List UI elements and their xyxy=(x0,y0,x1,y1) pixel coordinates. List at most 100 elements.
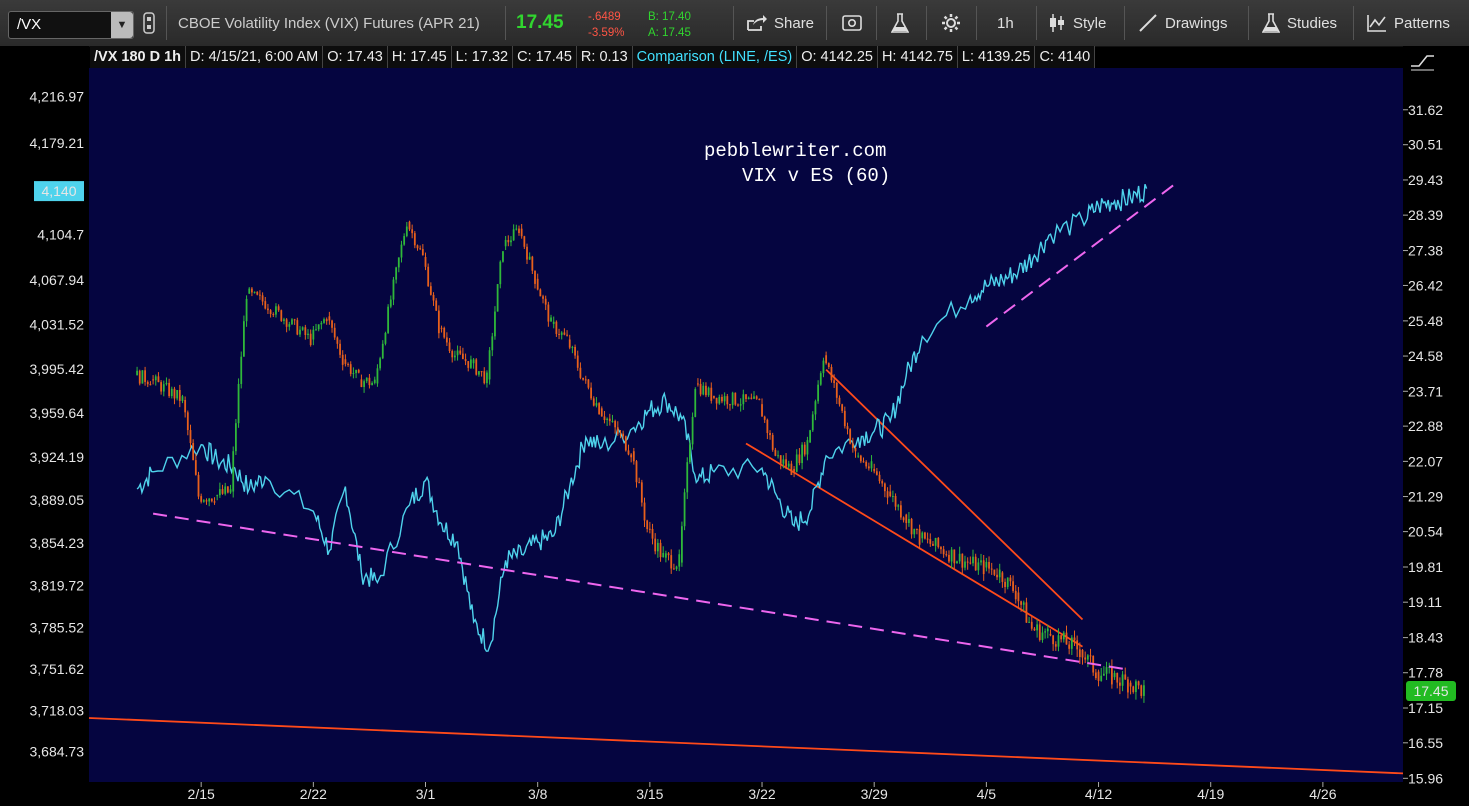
drawings-label: Drawings xyxy=(1165,14,1228,32)
vx-candle xyxy=(307,333,309,336)
solid-trendline[interactable] xyxy=(825,368,1084,621)
dashed-trendline[interactable] xyxy=(152,512,1131,671)
vx-candle xyxy=(958,553,961,562)
flask-button[interactable] xyxy=(891,0,909,46)
vx-candle xyxy=(301,327,304,330)
vx-candle xyxy=(237,383,240,424)
vx-candle xyxy=(136,370,138,376)
vx-candle xyxy=(512,229,515,241)
vx-candle xyxy=(779,455,782,464)
vx-candle xyxy=(795,454,798,472)
vx-candle xyxy=(737,404,739,406)
vx-candle xyxy=(1068,644,1071,649)
vx-candle xyxy=(664,553,667,558)
vx-candle xyxy=(1054,644,1057,647)
vx-candle xyxy=(1057,635,1060,647)
left-axis-tick: 4,179.21 xyxy=(30,135,85,151)
vx-candle xyxy=(504,239,507,247)
vx-candle xyxy=(272,314,275,316)
vx-candle xyxy=(552,321,555,324)
vx-candle xyxy=(472,359,475,364)
es-last-price-label: 4,140 xyxy=(41,183,76,199)
cmp-open: O: 4142.25 xyxy=(797,46,878,68)
style-button[interactable]: Style xyxy=(1048,0,1106,46)
vx-candle xyxy=(339,343,341,355)
vx-candle xyxy=(566,334,568,336)
vx-candle xyxy=(165,382,168,385)
scale-toggle-icon[interactable] xyxy=(1405,50,1439,72)
vx-candle xyxy=(838,397,841,405)
vx-candle xyxy=(440,327,443,329)
patterns-button[interactable]: Patterns xyxy=(1367,0,1450,46)
vx-candle xyxy=(643,502,646,521)
vx-candle xyxy=(587,379,590,388)
vx-candle xyxy=(555,321,558,334)
vx-candle xyxy=(1017,592,1020,602)
vx-candle xyxy=(854,448,857,452)
es-line[interactable] xyxy=(136,183,1148,652)
link-icon[interactable] xyxy=(143,0,155,46)
vx-candle xyxy=(579,367,582,378)
vx-candle xyxy=(697,383,699,385)
settings-button[interactable] xyxy=(941,0,961,46)
drawings-button[interactable]: Drawings xyxy=(1138,0,1228,46)
vx-candle xyxy=(470,359,472,368)
vx-candle xyxy=(499,261,502,285)
vx-candle xyxy=(590,387,592,399)
x-axis-tick: 2/15 xyxy=(188,786,215,802)
solid-trendline[interactable] xyxy=(88,717,1404,775)
timeframe-button[interactable]: 1h xyxy=(997,14,1014,32)
vx-candle xyxy=(875,471,878,475)
vx-candle xyxy=(259,294,261,296)
vx-candle xyxy=(630,454,633,458)
vx-candle xyxy=(1086,655,1089,660)
vx-candle xyxy=(1116,672,1119,683)
vx-candle xyxy=(296,320,299,335)
bar-date: D: 4/15/21, 6:00 AM xyxy=(186,46,324,68)
vx-candle xyxy=(985,561,988,568)
vx-candle xyxy=(1041,632,1044,640)
studies-button[interactable]: Studies xyxy=(1262,0,1337,46)
vx-candle xyxy=(333,327,336,338)
vx-candle xyxy=(793,468,795,472)
vx-candle xyxy=(843,410,846,427)
vx-candle xyxy=(435,300,438,311)
vx-candle xyxy=(857,455,860,457)
vx-candle xyxy=(371,382,373,386)
vx-candle xyxy=(600,408,603,417)
vx-candle xyxy=(683,492,686,527)
left-axis-tick: 4,104.7 xyxy=(37,227,84,243)
vx-candle xyxy=(1129,682,1132,687)
vx-candle xyxy=(224,486,227,494)
chart-spec: /VX 180 D 1h xyxy=(90,46,187,68)
vx-candle xyxy=(162,384,165,392)
vx-candle xyxy=(977,562,980,571)
symbol-dropdown-icon[interactable]: ▼ xyxy=(111,12,133,38)
vx-candle xyxy=(240,356,243,384)
share-button[interactable]: Share xyxy=(746,0,814,46)
vx-candle xyxy=(1065,632,1068,645)
right-axis-tick: 28.39 xyxy=(1408,207,1443,223)
vx-candle xyxy=(544,298,547,305)
plot-area[interactable] xyxy=(89,68,1403,782)
vx-candle xyxy=(662,552,665,558)
vx-candle xyxy=(726,396,729,405)
dashed-trendline[interactable] xyxy=(985,180,1180,328)
vx-candle xyxy=(809,430,811,443)
vx-candle xyxy=(387,306,390,333)
vx-candle xyxy=(496,284,499,312)
info-button[interactable] xyxy=(842,0,862,46)
vx-candle xyxy=(349,364,352,374)
vx-candle xyxy=(878,474,881,482)
vx-candle xyxy=(1124,674,1127,680)
vx-candle xyxy=(210,498,213,502)
vx-candle xyxy=(686,462,689,493)
vx-candle xyxy=(592,398,595,406)
vx-candle xyxy=(365,377,368,382)
left-axis-area xyxy=(0,46,89,806)
vx-candle xyxy=(761,404,763,417)
vx-candle xyxy=(216,495,219,497)
vx-candle xyxy=(849,429,852,444)
symbol-input[interactable]: /VX ▼ xyxy=(8,11,134,39)
